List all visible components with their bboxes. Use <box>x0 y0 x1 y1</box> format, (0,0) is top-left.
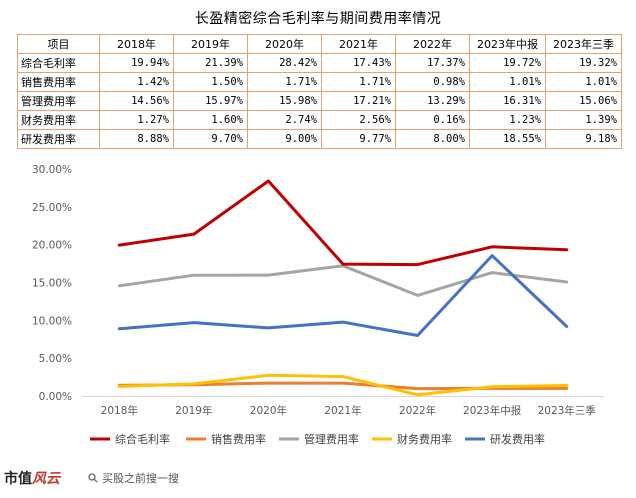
table-cell: 8.00% <box>395 129 470 149</box>
table-cell: 15.97% <box>173 91 248 111</box>
search-text: 买股之前搜一搜 <box>102 472 179 485</box>
table-row: 综合毛利率 19.94% 21.39% 28.42% 17.43% 17.37%… <box>17 53 622 73</box>
header-cell-2021: 2021年 <box>321 34 396 54</box>
table-cell: 13.29% <box>395 91 470 111</box>
table-cell: 9.70% <box>173 129 248 149</box>
series-line-3 <box>117 264 569 297</box>
y-tick-label: 25.00% <box>32 202 72 214</box>
table-cell: 1.23% <box>469 110 546 130</box>
table-row: 财务费用率 1.27% 1.60% 2.74% 2.56% 0.16% 1.23… <box>17 110 622 130</box>
y-tick-label: 20.00% <box>32 240 72 252</box>
series-line-5 <box>117 254 569 337</box>
table-cell: 9.77% <box>321 129 396 149</box>
page-title: 长盈精密综合毛利率与期间费用率情况 <box>194 11 442 27</box>
x-tick-label: 2023年中报 <box>463 404 522 417</box>
x-tick-label: 2022年 <box>399 404 436 417</box>
table-cell: 28.42% <box>247 53 322 73</box>
legend-label: 综合毛利率 <box>115 432 170 446</box>
table-cell: 17.21% <box>321 91 396 111</box>
y-tick-label: 0.00% <box>39 391 72 403</box>
table-cell: 9.00% <box>247 129 322 149</box>
table-cell: 1.27% <box>99 110 174 130</box>
metrics-table: 项目 2018年 2019年 2020年 2021年 2022年 2023年中报… <box>17 34 622 149</box>
header-cell-2020: 2020年 <box>247 34 322 54</box>
y-tick-label: 30.00% <box>32 164 72 176</box>
search-icon <box>88 473 98 483</box>
y-tick-label: 10.00% <box>32 315 72 327</box>
table-cell: 1.50% <box>173 72 248 92</box>
table-cell: 19.94% <box>99 53 174 73</box>
table-cell: 15.98% <box>247 91 322 111</box>
header-cell-2019: 2019年 <box>173 34 248 54</box>
brand-logo: 市值风云 <box>4 468 60 488</box>
y-tick-label: 5.00% <box>39 353 72 365</box>
row-label: 综合毛利率 <box>17 53 100 73</box>
row-label: 销售费用率 <box>17 72 100 92</box>
legend-label: 销售费用率 <box>211 432 266 446</box>
table-row: 管理费用率 14.56% 15.97% 15.98% 17.21% 13.29%… <box>17 91 622 111</box>
table-cell: 18.55% <box>469 129 546 149</box>
header-cell-2023-q3: 2023年三季 <box>545 34 622 54</box>
row-label: 研发费用率 <box>17 129 100 149</box>
line-chart: 0.00% 5.00% 10.00% 15.00% 20.00% 25.00% 30.00%… <box>32 164 604 446</box>
x-tick-label: 2019年 <box>175 404 212 417</box>
table-cell: 19.32% <box>545 53 622 73</box>
table-row: 研发费用率 8.88% 9.70% 9.00% 9.77% 8.00% 18.5… <box>17 129 622 149</box>
table-cell: 2.56% <box>321 110 396 130</box>
search-prompt[interactable]: 买股之前搜一搜 <box>88 470 179 486</box>
legend-label: 管理费用率 <box>304 432 359 446</box>
x-tick-label: 2023年三季 <box>538 404 597 417</box>
table-cell: 1.42% <box>99 72 174 92</box>
table-cell: 1.01% <box>545 72 622 92</box>
table-cell: 15.06% <box>545 91 622 111</box>
row-label: 管理费用率 <box>17 91 100 111</box>
table-cell: 17.37% <box>395 53 470 73</box>
table-cell: 1.39% <box>545 110 622 130</box>
x-tick-label: 2020年 <box>250 404 287 417</box>
header-cell-2022: 2022年 <box>395 34 470 54</box>
table-cell: 1.60% <box>173 110 248 130</box>
brand-script: 风云 <box>32 471 60 487</box>
x-tick-label: 2021年 <box>324 404 361 417</box>
y-tick-label: 15.00% <box>32 278 72 290</box>
x-tick-label: 2018年 <box>101 404 138 417</box>
table-row: 销售费用率 1.42% 1.50% 1.71% 1.71% 0.98% 1.01… <box>17 72 622 92</box>
table-cell: 16.31% <box>469 91 546 111</box>
header-cell-2023-h1: 2023年中报 <box>469 34 546 54</box>
brand-name: 市值 <box>4 471 32 487</box>
table-cell: 2.74% <box>247 110 322 130</box>
header-cell-item: 项目 <box>17 34 100 54</box>
table-cell: 1.71% <box>321 72 396 92</box>
table-cell: 8.88% <box>99 129 174 149</box>
table-cell: 21.39% <box>173 53 248 73</box>
legend-label: 财务费用率 <box>397 432 452 446</box>
table-cell: 1.71% <box>247 72 322 92</box>
table-cell: 17.43% <box>321 53 396 73</box>
table-cell: 9.18% <box>545 129 622 149</box>
series-line-4 <box>117 373 569 397</box>
row-label: 财务费用率 <box>17 110 100 130</box>
table-cell: 0.98% <box>395 72 470 92</box>
table-cell: 0.16% <box>395 110 470 130</box>
table-header-row: 项目 2018年 2019年 2020年 2021年 2022年 2023年中报… <box>17 34 622 54</box>
series-line-1 <box>117 179 569 267</box>
table-cell: 19.72% <box>469 53 546 73</box>
table-cell: 14.56% <box>99 91 174 111</box>
table-cell: 1.01% <box>469 72 546 92</box>
header-cell-2018: 2018年 <box>99 34 174 54</box>
legend-label: 研发费用率 <box>490 432 545 446</box>
